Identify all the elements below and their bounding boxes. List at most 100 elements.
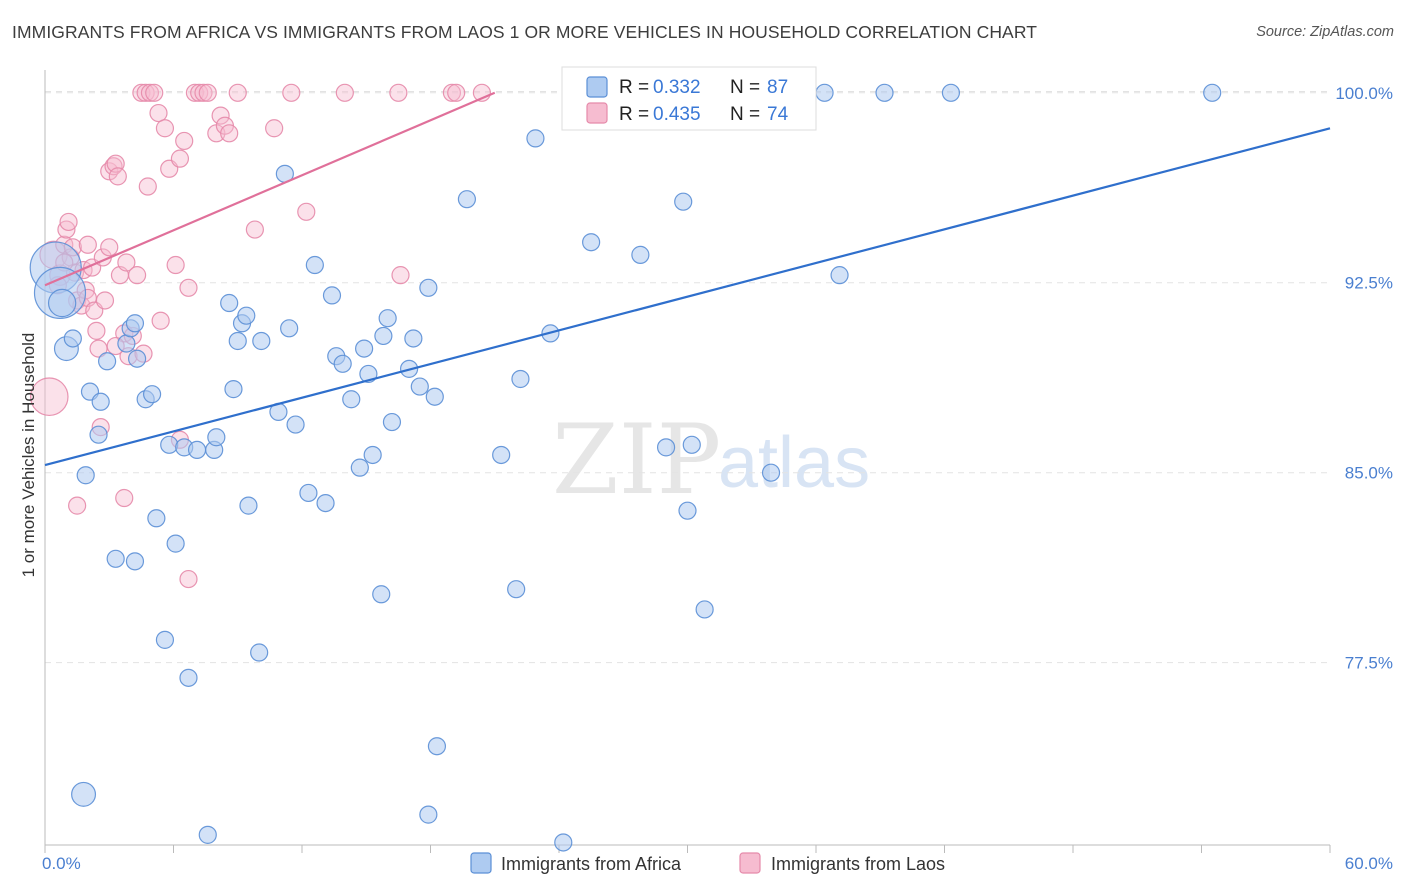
point-africa-31 — [299, 483, 318, 503]
point-africa-73 — [875, 83, 894, 102]
point-africa-19 — [207, 428, 226, 447]
point-africa-6 — [91, 392, 110, 411]
point-africa-4 — [63, 329, 82, 348]
legend-r-value-africa: 0.332 — [653, 77, 701, 98]
tick-labels: 77.5% 85.0% 92.5% 100.0% 0.0% 60.0% — [42, 84, 1393, 873]
y-tick-label-3: 100.0% — [1335, 84, 1393, 103]
point-africa-45 — [382, 412, 402, 432]
trend-line-africa — [44, 127, 1331, 467]
legend-n-value-africa: 87 — [767, 77, 788, 98]
point-africa-51 — [427, 737, 447, 756]
legend-n-value-laos: 74 — [767, 104, 789, 125]
point-laos-29 — [127, 266, 147, 285]
point-laos-46 — [211, 106, 230, 125]
point-africa-36 — [333, 354, 352, 373]
point-africa-84 — [250, 643, 269, 662]
point-africa-30 — [286, 415, 305, 434]
point-laos-57 — [442, 83, 462, 102]
point-africa-86 — [554, 833, 573, 852]
gridlines — [45, 91, 1330, 664]
point-laos-44 — [198, 83, 217, 102]
bottom-legend-swatch-laos — [739, 852, 761, 874]
point-africa-41 — [363, 445, 382, 465]
bottom-legend-label-laos: Immigrants from Laos — [771, 854, 945, 874]
trend-lines — [44, 91, 1331, 467]
point-laos-37 — [166, 255, 185, 275]
point-africa-72 — [761, 463, 781, 482]
point-africa-77 — [76, 466, 95, 485]
point-africa-67 — [695, 600, 714, 619]
point-africa-52 — [419, 805, 438, 824]
x-tick-label-1: 60.0% — [1345, 854, 1393, 873]
point-laos-40 — [179, 278, 198, 297]
point-laos-71 — [78, 235, 97, 254]
point-africa-34 — [322, 286, 342, 305]
point-africa-78 — [106, 549, 125, 568]
point-africa-48 — [410, 377, 429, 396]
point-africa-25 — [239, 496, 258, 515]
point-africa-47 — [404, 329, 423, 348]
point-africa-69 — [815, 83, 834, 102]
point-laos-32 — [140, 83, 160, 102]
point-africa-82 — [155, 630, 175, 649]
point-laos-23 — [108, 167, 127, 186]
point-laos-66 — [138, 177, 157, 196]
point-laos-35 — [155, 119, 175, 138]
watermark: ZIP atlas — [552, 404, 870, 516]
point-africa-80 — [147, 509, 166, 528]
legend-n-label-africa: N = — [730, 77, 760, 98]
point-africa-17 — [187, 440, 207, 460]
point-laos-19 — [95, 291, 115, 310]
point-laos-73 — [100, 238, 119, 257]
point-africa-53 — [457, 190, 477, 209]
point-africa-12 — [127, 349, 147, 368]
point-laos-33 — [145, 83, 164, 102]
legend-swatch-laos — [586, 102, 608, 124]
point-africa-87 — [71, 781, 97, 807]
point-africa-56 — [511, 369, 530, 389]
point-laos-16 — [87, 321, 106, 340]
point-africa-26 — [252, 331, 271, 351]
point-africa-66 — [682, 435, 701, 454]
point-africa-74 — [941, 83, 961, 102]
legend-n-label-laos: N = — [730, 104, 760, 125]
point-laos-39 — [175, 131, 194, 151]
point-africa-85 — [198, 825, 217, 844]
y-axis-label: 1 or more Vehicles in Household — [19, 333, 38, 578]
point-africa-50 — [425, 387, 444, 406]
point-africa-49 — [419, 278, 438, 297]
point-laos-49 — [228, 83, 247, 102]
point-africa-33 — [316, 493, 335, 513]
point-africa-83 — [179, 668, 198, 687]
series-africa-points — [29, 83, 1222, 852]
point-africa-20 — [220, 293, 239, 313]
point-africa-14 — [142, 385, 162, 404]
legend-r-label-laos: R = — [619, 104, 649, 125]
point-africa-42 — [372, 585, 391, 604]
point-africa-75 — [830, 266, 849, 285]
point-africa-7 — [89, 425, 108, 444]
point-laos-54 — [335, 83, 354, 102]
point-laos-50 — [245, 220, 264, 239]
point-africa-65 — [678, 501, 697, 520]
point-laos-48 — [220, 124, 239, 143]
point-africa-29 — [280, 319, 299, 338]
source-credit: Source: ZipAtlas.com — [1256, 24, 1394, 40]
point-africa-81 — [166, 534, 185, 553]
point-laos-56 — [391, 266, 410, 285]
point-africa-63 — [656, 438, 676, 457]
watermark-atlas: atlas — [718, 423, 870, 503]
point-africa-61 — [631, 245, 650, 264]
point-africa-39 — [355, 339, 374, 358]
point-africa-79 — [125, 552, 145, 571]
point-laos-61 — [68, 496, 87, 515]
point-africa-11 — [125, 314, 145, 333]
point-africa-64 — [674, 192, 693, 211]
point-laos-34 — [149, 103, 168, 123]
point-laos-67 — [151, 311, 170, 330]
watermark-zip: ZIP — [552, 404, 721, 516]
y-tick-label-1: 85.0% — [1345, 464, 1393, 483]
point-laos-63 — [179, 569, 198, 589]
legend-r-value-laos: 0.435 — [653, 104, 701, 125]
